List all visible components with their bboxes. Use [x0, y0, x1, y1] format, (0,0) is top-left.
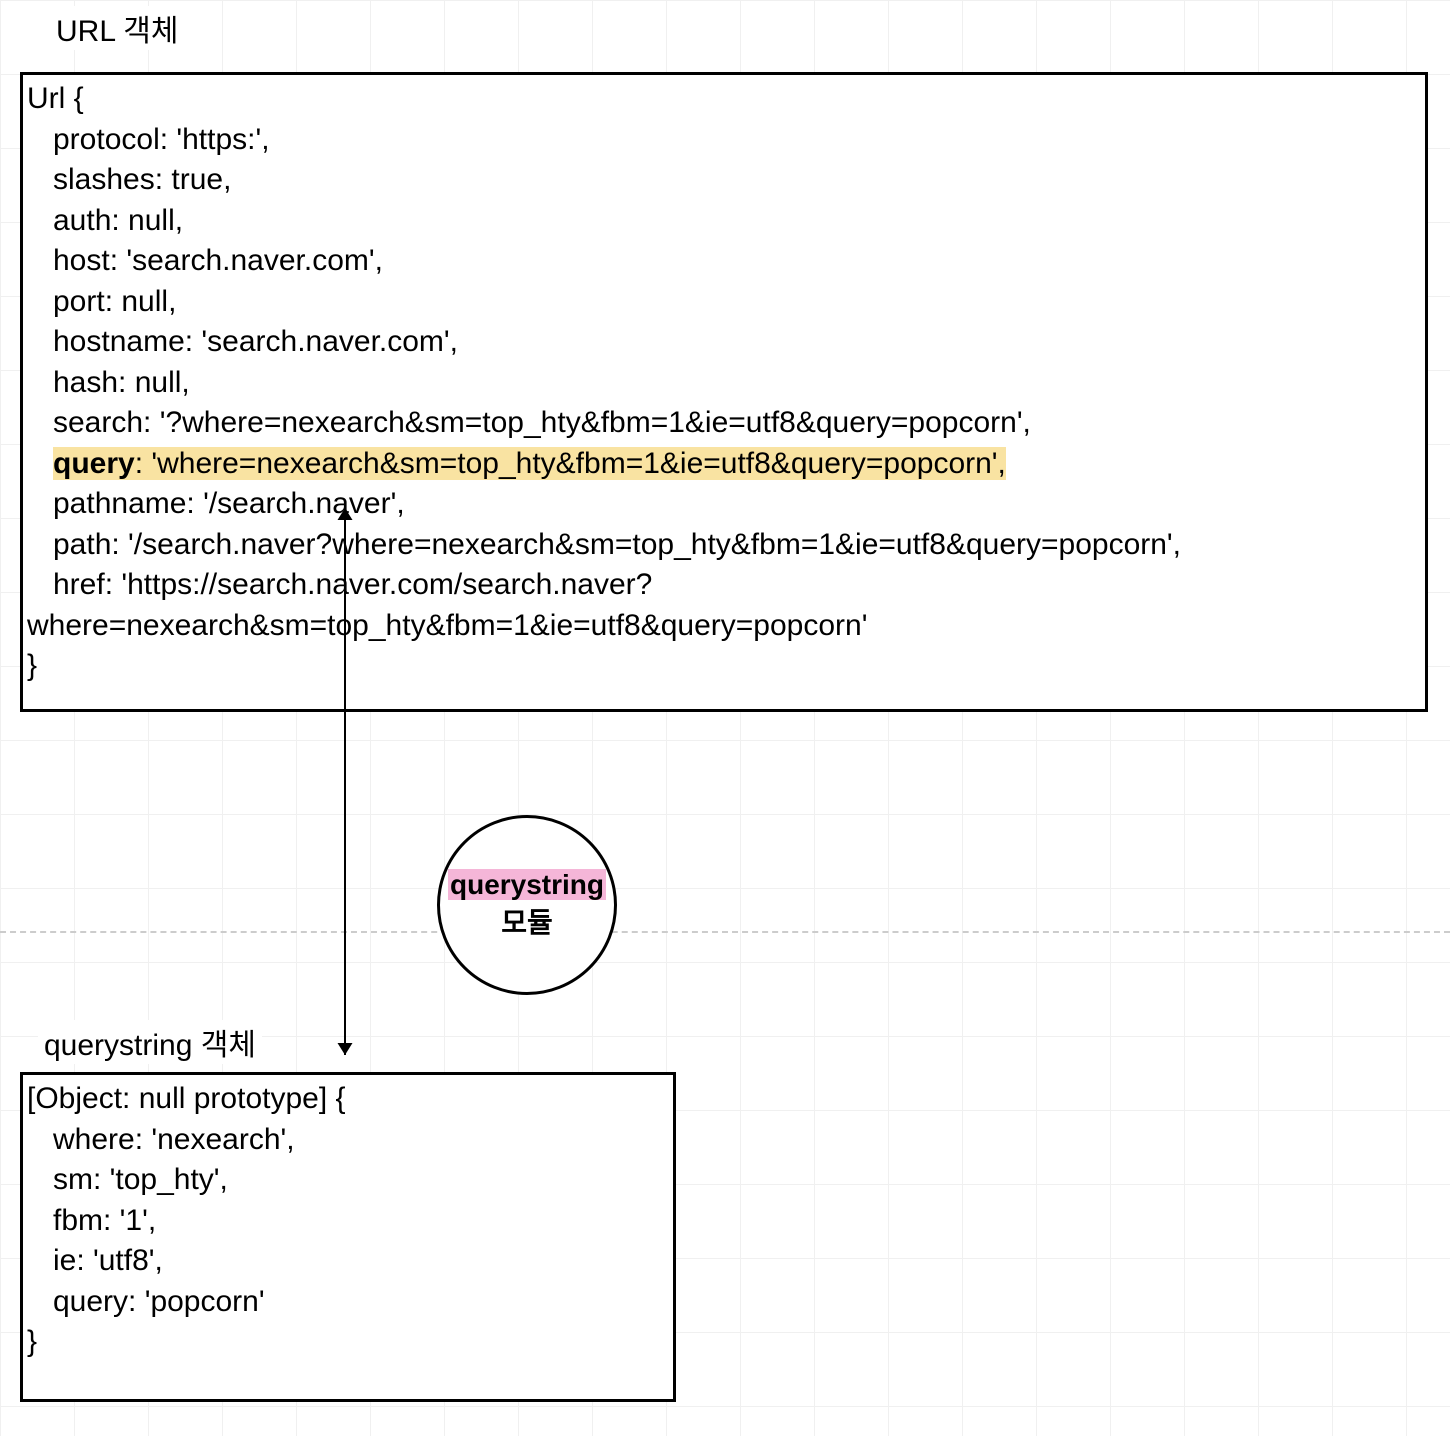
- code-line: port: null,: [23, 282, 1425, 323]
- code-line: search: '?where=nexearch&sm=top_hty&fbm=…: [23, 403, 1425, 444]
- code-line: hash: null,: [23, 363, 1425, 404]
- code-line: Url {: [23, 79, 1425, 120]
- querystring-object-label: querystring 객체: [38, 1020, 262, 1064]
- code-line: query: 'where=nexearch&sm=top_hty&fbm=1&…: [23, 444, 1425, 485]
- code-line: }: [23, 1322, 673, 1363]
- code-line: fbm: '1',: [23, 1201, 673, 1242]
- code-line: query: 'popcorn': [23, 1282, 673, 1323]
- circle-line1: querystring: [448, 869, 606, 900]
- code-line: [Object: null prototype] {: [23, 1079, 673, 1120]
- circle-line2: 모듈: [501, 901, 553, 941]
- url-object-label: URL 객체: [50, 6, 184, 50]
- code-line: href: 'https://search.naver.com/search.n…: [23, 565, 1425, 606]
- url-object-box: Url {protocol: 'https:',slashes: true,au…: [20, 72, 1428, 712]
- querystring-object-box: [Object: null prototype] {where: 'nexear…: [20, 1072, 676, 1402]
- code-line: where=nexearch&sm=top_hty&fbm=1&ie=utf8&…: [23, 606, 1425, 647]
- code-line: host: 'search.naver.com',: [23, 241, 1425, 282]
- code-line: slashes: true,: [23, 160, 1425, 201]
- code-line: sm: 'top_hty',: [23, 1160, 673, 1201]
- code-line: ie: 'utf8',: [23, 1241, 673, 1282]
- code-line: auth: null,: [23, 201, 1425, 242]
- querystring-module-circle: querystring 모듈: [437, 815, 617, 995]
- section-divider: [0, 931, 1450, 933]
- code-line: hostname: 'search.naver.com',: [23, 322, 1425, 363]
- code-line: }: [23, 646, 1425, 687]
- code-line: pathname: '/search.naver',: [23, 484, 1425, 525]
- code-line: path: '/search.naver?where=nexearch&sm=t…: [23, 525, 1425, 566]
- code-line: where: 'nexearch',: [23, 1120, 673, 1161]
- code-line: protocol: 'https:',: [23, 120, 1425, 161]
